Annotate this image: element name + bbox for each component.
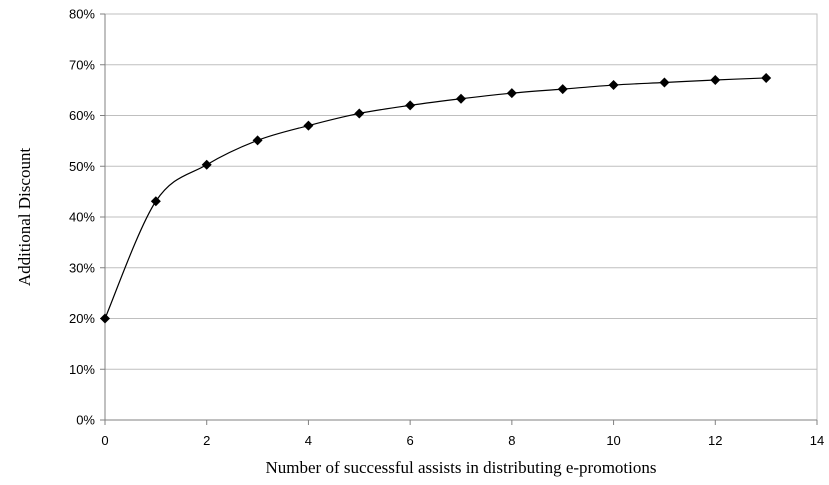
data-point-marker — [557, 84, 568, 95]
data-point-marker — [354, 108, 365, 119]
data-markers — [100, 72, 772, 324]
y-tick-label: 80% — [69, 7, 95, 22]
x-tick-label: 6 — [407, 433, 414, 448]
data-point-marker — [100, 313, 110, 324]
data-point-marker — [608, 80, 619, 91]
y-tick-labels: 0% 10% 20% 30% 40% 50% 60% 70% 80% — [69, 7, 95, 428]
y-axis-title: Additional Discount — [15, 148, 34, 287]
x-tick-label: 10 — [606, 433, 620, 448]
data-point-marker — [303, 120, 314, 131]
data-point-marker — [761, 72, 772, 83]
y-tick-label: 30% — [69, 260, 95, 275]
data-point-marker — [201, 159, 212, 170]
x-axis-title: Number of successful assists in distribu… — [266, 458, 657, 477]
data-point-marker — [150, 196, 161, 207]
data-point-marker — [405, 100, 416, 111]
data-point-marker — [659, 77, 670, 88]
x-tick-label: 0 — [101, 433, 108, 448]
y-tick-label: 40% — [69, 210, 95, 225]
y-tick-label: 70% — [69, 57, 95, 72]
data-point-marker — [506, 88, 517, 99]
gridlines — [105, 13, 817, 370]
series-line — [104, 77, 767, 319]
x-tick-label: 2 — [203, 433, 210, 448]
x-tick-labels: 0 2 4 6 8 10 12 14 — [101, 433, 824, 448]
x-tick-label: 8 — [508, 433, 515, 448]
y-tick-label: 0% — [76, 413, 95, 428]
y-tick-label: 50% — [69, 159, 95, 174]
x-tick-label: 14 — [810, 433, 824, 448]
data-point-marker — [456, 93, 466, 104]
data-point-marker — [710, 74, 721, 85]
axes — [100, 13, 818, 425]
x-tick-label: 4 — [305, 433, 312, 448]
y-tick-label: 10% — [69, 362, 95, 377]
x-tick-label: 12 — [708, 433, 722, 448]
y-tick-label: 20% — [69, 311, 95, 326]
y-tick-label: 60% — [69, 108, 95, 123]
data-point-marker — [252, 135, 263, 146]
